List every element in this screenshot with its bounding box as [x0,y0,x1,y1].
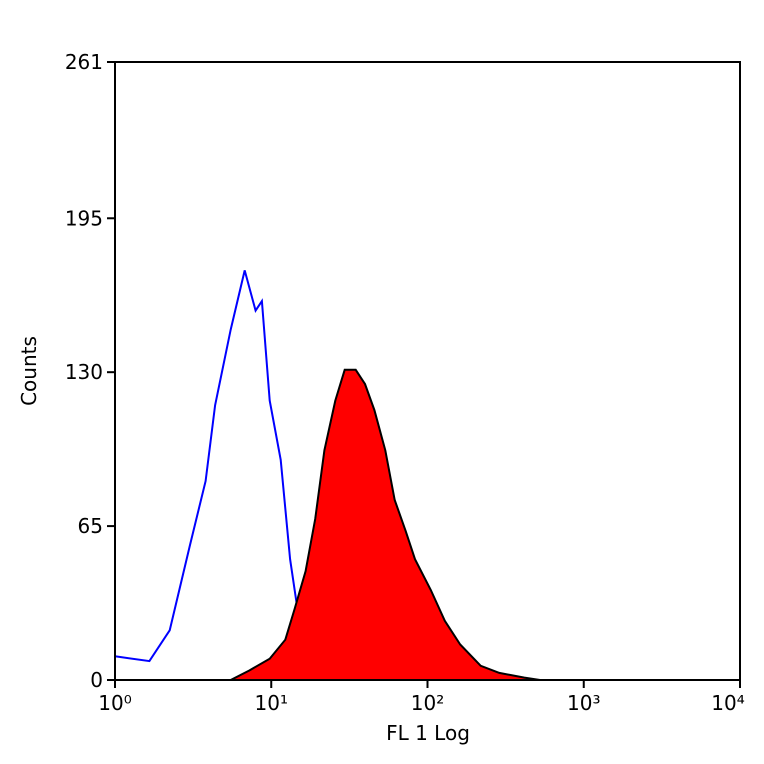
y-tick-label: 0 [90,668,103,692]
x-tick-label: 10¹ [255,691,288,715]
y-tick-label: 65 [78,514,103,538]
x-tick-label: 10² [411,691,444,715]
y-tick-label: 130 [65,360,103,384]
x-tick-label: 10⁰ [98,691,131,715]
y-tick-label: 261 [65,50,103,74]
histogram-area [230,368,541,681]
y-axis-label: Counts [17,336,41,406]
x-tick-label: 10³ [567,691,600,715]
x-axis-label: FL 1 Log [386,721,470,745]
x-tick-label: 10⁴ [711,691,744,715]
y-tick-label: 195 [65,206,103,230]
